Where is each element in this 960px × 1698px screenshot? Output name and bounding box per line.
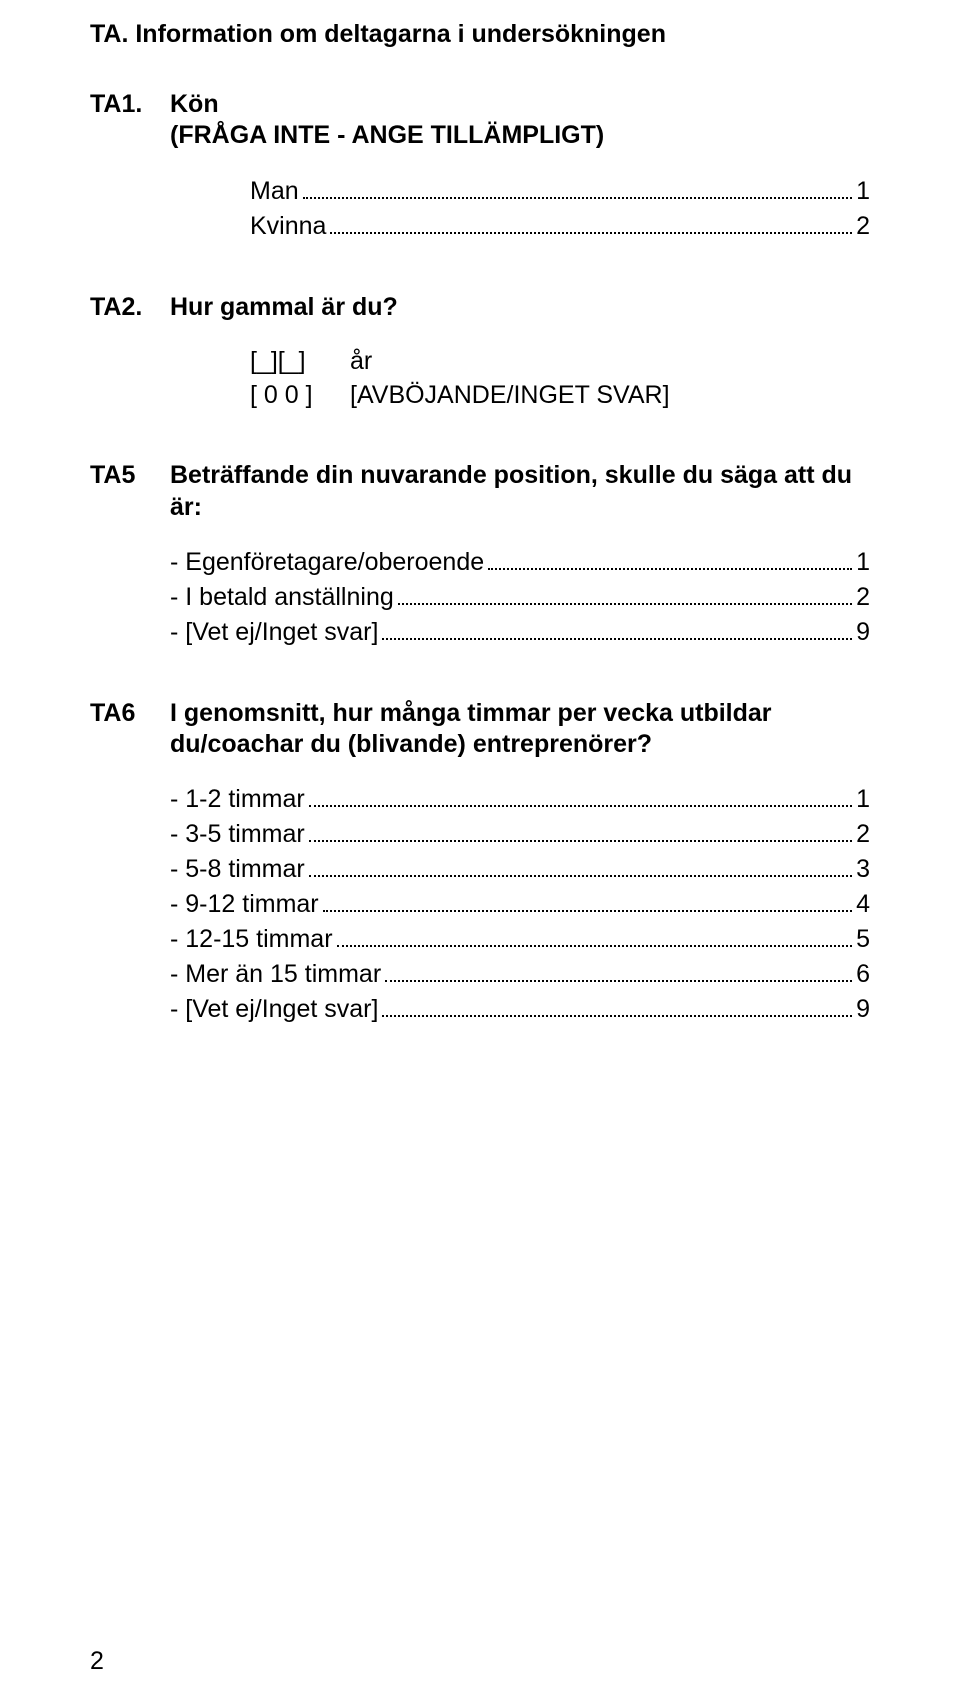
leader-dots <box>382 993 852 1018</box>
option-label: Man <box>250 174 299 209</box>
leader-dots <box>309 783 852 808</box>
option-label: - [Vet ej/Inget svar] <box>170 615 378 650</box>
options-list: - Egenföretagare/oberoende 1 - I betald … <box>170 545 870 650</box>
question-code: TA1. <box>90 90 170 119</box>
leader-dots <box>385 958 852 983</box>
option-number: 3 <box>856 852 870 887</box>
code-left: [ 0 0 ] <box>250 379 350 413</box>
input-code-block: [_][_] år [ 0 0 ] [AVBÖJANDE/INGET SVAR] <box>250 345 870 413</box>
question-text: I genomsnitt, hur många timmar per vecka… <box>170 698 870 761</box>
leader-dots <box>303 174 852 199</box>
option-number: 2 <box>856 209 870 244</box>
option-row: Kvinna 2 <box>250 209 870 244</box>
option-number: 1 <box>856 545 870 580</box>
option-label: - I betald anställning <box>170 580 394 615</box>
option-row: - 1-2 timmar 1 <box>170 782 870 817</box>
question-text: Hur gammal är du? <box>170 292 870 323</box>
option-number: 5 <box>856 922 870 957</box>
question-ta2: TA2. Hur gammal är du? [_][_] år [ 0 0 ]… <box>90 292 870 413</box>
question-text: Beträffande din nuvarande position, skul… <box>170 460 870 523</box>
code-line: [_][_] år <box>250 345 870 379</box>
option-number: 2 <box>856 580 870 615</box>
leader-dots <box>309 818 852 843</box>
leader-dots <box>330 209 852 234</box>
option-row: - [Vet ej/Inget svar] 9 <box>170 615 870 650</box>
question-text: Kön <box>170 89 870 120</box>
option-label: - 12-15 timmar <box>170 922 333 957</box>
option-label: - Mer än 15 timmar <box>170 957 381 992</box>
option-number: 9 <box>856 992 870 1027</box>
leader-dots <box>488 545 852 570</box>
option-number: 1 <box>856 782 870 817</box>
option-row: - [Vet ej/Inget svar] 9 <box>170 992 870 1027</box>
code-left: [_][_] <box>250 345 350 379</box>
option-label: - 1-2 timmar <box>170 782 305 817</box>
code-line: [ 0 0 ] [AVBÖJANDE/INGET SVAR] <box>250 379 870 413</box>
leader-dots <box>382 615 852 640</box>
options-list: Man 1 Kvinna 2 <box>250 174 870 244</box>
question-ta5: TA5 Beträffande din nuvarande position, … <box>90 460 870 650</box>
page-number: 2 <box>90 1647 104 1676</box>
question-code: TA5 <box>90 461 170 490</box>
option-label: - 3-5 timmar <box>170 817 305 852</box>
option-label: - 5-8 timmar <box>170 852 305 887</box>
option-row: - 9-12 timmar 4 <box>170 887 870 922</box>
leader-dots <box>323 888 852 913</box>
option-label: - [Vet ej/Inget svar] <box>170 992 378 1027</box>
leader-dots <box>337 923 853 948</box>
question-ta1: TA1. Kön (FRÅGA INTE - ANGE TILLÄMPLIGT)… <box>90 89 870 244</box>
option-label: - 9-12 timmar <box>170 887 319 922</box>
leader-dots <box>309 853 852 878</box>
option-number: 6 <box>856 957 870 992</box>
option-label: - Egenföretagare/oberoende <box>170 545 484 580</box>
option-number: 4 <box>856 887 870 922</box>
option-number: 1 <box>856 174 870 209</box>
question-subtext: (FRÅGA INTE - ANGE TILLÄMPLIGT) <box>170 120 870 151</box>
leader-dots <box>398 580 852 605</box>
code-right: [AVBÖJANDE/INGET SVAR] <box>350 379 670 413</box>
option-label: Kvinna <box>250 209 326 244</box>
code-right: år <box>350 345 372 379</box>
question-ta6: TA6 I genomsnitt, hur många timmar per v… <box>90 698 870 1028</box>
option-row: - 3-5 timmar 2 <box>170 817 870 852</box>
option-row: Man 1 <box>250 174 870 209</box>
question-code: TA2. <box>90 293 170 322</box>
option-row: - 12-15 timmar 5 <box>170 922 870 957</box>
option-row: - Egenföretagare/oberoende 1 <box>170 545 870 580</box>
question-code: TA6 <box>90 699 170 728</box>
options-list: - 1-2 timmar 1 - 3-5 timmar 2 - 5-8 timm… <box>170 782 870 1027</box>
option-row: - 5-8 timmar 3 <box>170 852 870 887</box>
option-row: - I betald anställning 2 <box>170 580 870 615</box>
questionnaire-page: TA. Information om deltagarna i undersök… <box>0 0 960 1698</box>
section-title: TA. Information om deltagarna i undersök… <box>90 20 870 49</box>
option-row: - Mer än 15 timmar 6 <box>170 957 870 992</box>
option-number: 2 <box>856 817 870 852</box>
option-number: 9 <box>856 615 870 650</box>
